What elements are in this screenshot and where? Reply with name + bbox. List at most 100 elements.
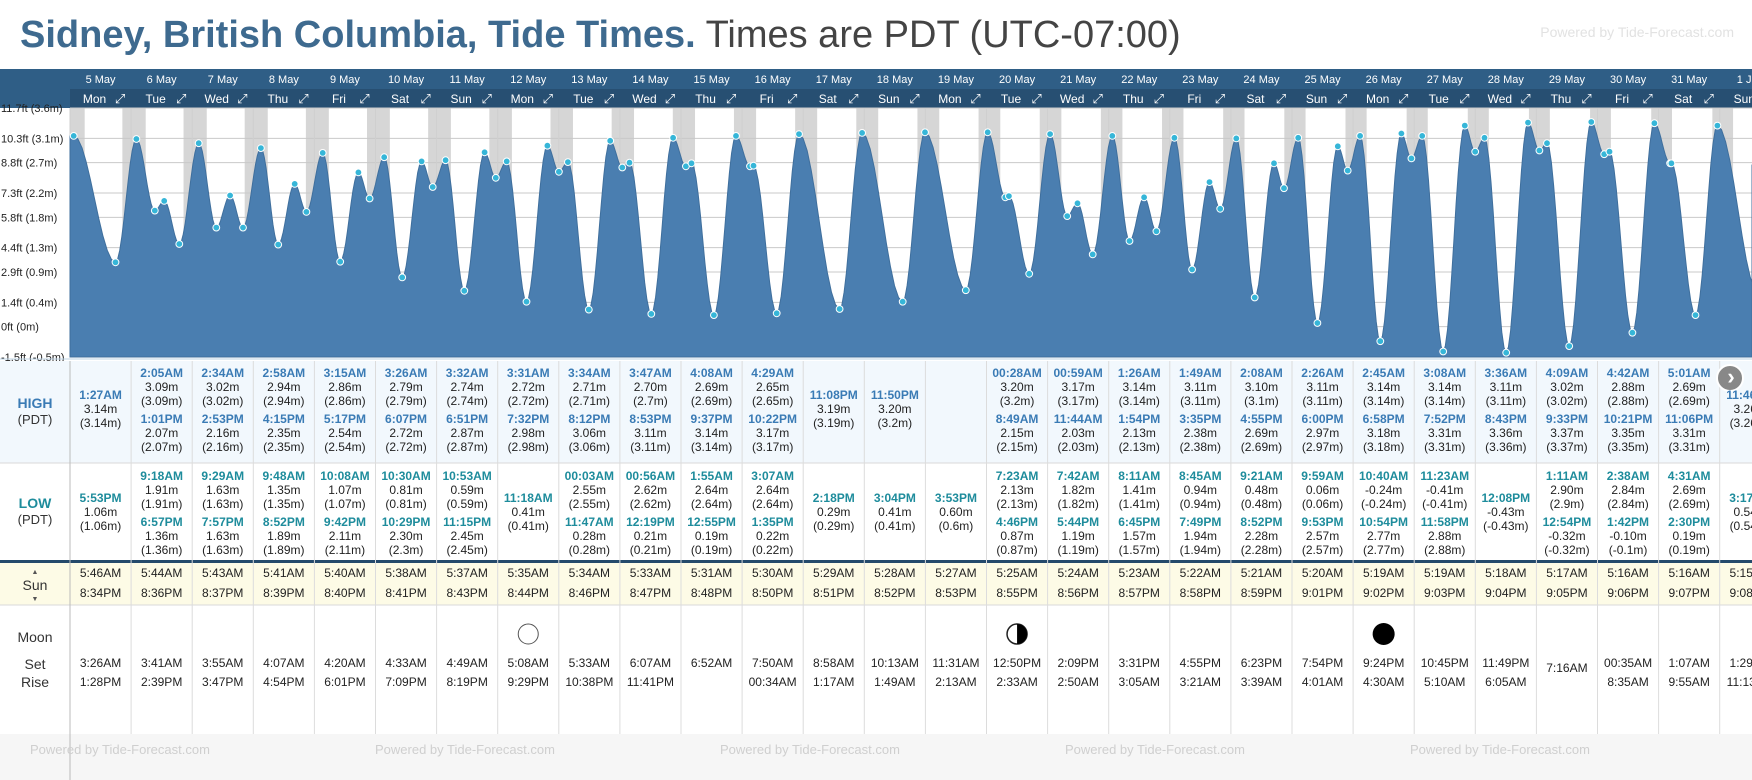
high-tide-point[interactable] bbox=[1005, 192, 1013, 200]
high-tide-point[interactable] bbox=[354, 168, 363, 177]
high-tide-point[interactable] bbox=[194, 139, 203, 148]
low-tide-point[interactable] bbox=[961, 286, 970, 295]
low-tide-point[interactable] bbox=[428, 183, 437, 191]
low-tide-point[interactable] bbox=[1628, 328, 1637, 337]
high-tide-point[interactable] bbox=[441, 156, 450, 165]
high-tide-point[interactable] bbox=[1140, 193, 1148, 202]
high-tide-point[interactable] bbox=[1713, 121, 1722, 130]
low-tide-point[interactable] bbox=[772, 309, 781, 318]
high-tide-point[interactable] bbox=[1605, 147, 1614, 156]
low-tide-cell: 3:17PM0.54m(0.54m) bbox=[1720, 469, 1752, 533]
high-tide-point[interactable] bbox=[1667, 159, 1676, 168]
high-tide-point[interactable] bbox=[160, 197, 169, 205]
high-tide-point[interactable] bbox=[732, 132, 740, 140]
low-tide-point[interactable] bbox=[647, 310, 656, 318]
high-tide-point[interactable] bbox=[1294, 133, 1303, 142]
high-tide-point[interactable] bbox=[380, 153, 389, 162]
low-tide-point[interactable] bbox=[1471, 147, 1480, 156]
low-tide-point[interactable] bbox=[1439, 347, 1448, 356]
low-tide-point[interactable] bbox=[1063, 212, 1072, 221]
high-tide-point[interactable] bbox=[1270, 159, 1278, 168]
next-arrow-button[interactable] bbox=[1716, 364, 1744, 392]
high-tide-point[interactable] bbox=[132, 135, 141, 143]
high-tide-point[interactable] bbox=[480, 148, 489, 157]
low-tide-point[interactable] bbox=[175, 240, 184, 248]
high-tide-point[interactable] bbox=[1480, 133, 1489, 142]
low-tide-point[interactable] bbox=[898, 297, 907, 306]
high-tide-point[interactable] bbox=[417, 157, 426, 166]
tide-height: (1.89m) bbox=[263, 543, 305, 557]
high-tide-point[interactable] bbox=[1356, 132, 1364, 140]
low-tide-point[interactable] bbox=[336, 257, 345, 266]
low-tide-point[interactable] bbox=[1152, 227, 1161, 236]
high-tide-point[interactable] bbox=[226, 191, 235, 200]
high-tide-point[interactable] bbox=[1046, 130, 1054, 138]
row-label: (PDT) bbox=[17, 512, 53, 527]
low-tide-point[interactable] bbox=[710, 311, 718, 320]
high-tide-point[interactable] bbox=[625, 158, 634, 167]
low-tide-point[interactable] bbox=[111, 258, 120, 267]
high-tide-point[interactable] bbox=[543, 141, 552, 150]
low-tide-point[interactable] bbox=[1376, 337, 1385, 346]
high-tide-point[interactable] bbox=[1108, 132, 1117, 140]
high-tide-point[interactable] bbox=[983, 128, 992, 137]
high-tide-point[interactable] bbox=[1073, 199, 1082, 208]
low-tide-point[interactable] bbox=[1088, 250, 1097, 259]
low-tide-point[interactable] bbox=[1188, 265, 1196, 274]
low-tide-point[interactable] bbox=[398, 273, 407, 282]
high-tide-point[interactable] bbox=[290, 180, 299, 188]
low-tide-point[interactable] bbox=[1407, 154, 1416, 163]
high-tide-point[interactable] bbox=[1170, 133, 1179, 142]
low-tide-point[interactable] bbox=[1565, 342, 1574, 351]
low-tide-point[interactable] bbox=[460, 286, 469, 295]
low-tide-point[interactable] bbox=[1280, 184, 1288, 193]
low-tide-point[interactable] bbox=[1313, 319, 1322, 327]
low-tide-point[interactable] bbox=[302, 208, 311, 216]
low-tide-point[interactable] bbox=[1025, 269, 1034, 278]
high-tide-point[interactable] bbox=[1418, 132, 1427, 140]
high-tide-point[interactable] bbox=[669, 133, 677, 142]
high-tide-point[interactable] bbox=[749, 161, 758, 170]
low-tide-point[interactable] bbox=[1535, 146, 1544, 155]
high-tide-point[interactable] bbox=[687, 159, 696, 168]
low-tide-point[interactable] bbox=[491, 173, 500, 182]
powered-by-text[interactable]: Powered by Tide-Forecast.com bbox=[1540, 24, 1734, 40]
low-tide-point[interactable] bbox=[835, 305, 844, 313]
low-tide-point[interactable] bbox=[365, 194, 374, 203]
high-tide-point[interactable] bbox=[795, 130, 803, 138]
high-tide-point[interactable] bbox=[1650, 119, 1659, 128]
weekday-label: Sun bbox=[878, 92, 899, 106]
high-tide-point[interactable] bbox=[1460, 121, 1469, 130]
high-tide-point[interactable] bbox=[1543, 139, 1551, 148]
low-tide-point[interactable] bbox=[150, 206, 159, 215]
high-tide-point[interactable] bbox=[318, 149, 327, 157]
high-tide-point[interactable] bbox=[1524, 118, 1532, 127]
low-tide-point[interactable] bbox=[1502, 348, 1511, 357]
high-tide-point[interactable] bbox=[1232, 134, 1241, 143]
low-tide-point[interactable] bbox=[522, 297, 531, 306]
high-tide-point[interactable] bbox=[921, 128, 929, 137]
low-tide-point[interactable] bbox=[1691, 311, 1700, 320]
low-tide-point[interactable] bbox=[212, 223, 221, 232]
high-tide-point[interactable] bbox=[1333, 142, 1342, 151]
high-tide-point[interactable] bbox=[1587, 118, 1596, 126]
low-tide-point[interactable] bbox=[618, 163, 627, 172]
high-tide-point[interactable] bbox=[502, 157, 511, 166]
low-tide-point[interactable] bbox=[584, 305, 593, 314]
high-tide-point[interactable] bbox=[1205, 178, 1214, 186]
low-tide-point[interactable] bbox=[1216, 204, 1225, 213]
low-tide-point[interactable] bbox=[239, 223, 247, 232]
high-tide-point[interactable] bbox=[564, 158, 572, 166]
high-tide-point[interactable] bbox=[69, 132, 78, 140]
high-tide-cell: 2:45AM 3.14m (3.14m) 6:58PM 3.18m (3.18m) bbox=[1353, 366, 1414, 454]
low-tide-point[interactable] bbox=[1125, 237, 1134, 245]
low-tide-point[interactable] bbox=[1250, 293, 1259, 302]
high-tide-point[interactable] bbox=[1397, 129, 1406, 138]
weekday-label: Fri bbox=[1615, 92, 1629, 106]
low-tide-point[interactable] bbox=[555, 167, 563, 176]
low-tide-point[interactable] bbox=[1343, 166, 1352, 175]
low-tide-point[interactable] bbox=[274, 240, 283, 249]
high-tide-point[interactable] bbox=[858, 129, 866, 137]
high-tide-point[interactable] bbox=[606, 136, 615, 145]
high-tide-point[interactable] bbox=[257, 144, 265, 152]
